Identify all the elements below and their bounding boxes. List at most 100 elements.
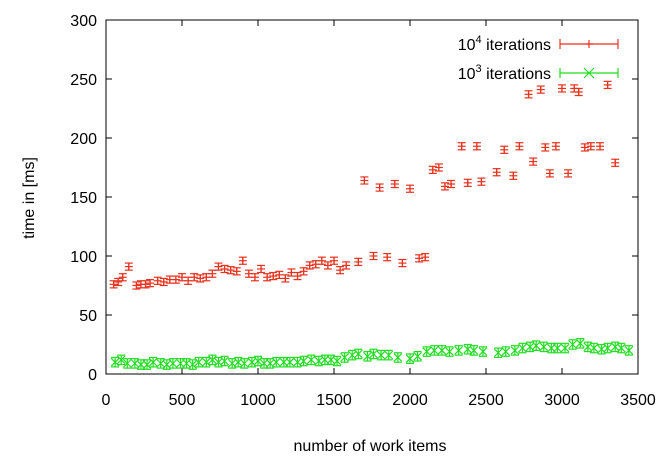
marker-d2 (376, 350, 386, 360)
data-point (305, 261, 314, 270)
data-point (299, 267, 308, 276)
legend-swatch-1 (559, 39, 619, 49)
marker-d2 (422, 347, 432, 357)
data-point (553, 342, 562, 354)
marker-d2 (616, 343, 626, 353)
data-point (421, 253, 430, 262)
data-point (207, 354, 217, 366)
data-point (393, 352, 403, 363)
data-point (293, 271, 302, 281)
marker-d2 (560, 343, 570, 353)
marker-d2 (122, 358, 132, 368)
data-point (142, 359, 152, 370)
data-point (114, 277, 123, 287)
data-point (194, 356, 204, 368)
data-point (437, 345, 447, 356)
marker-d2 (247, 357, 257, 367)
data-point (428, 165, 437, 174)
data-point (493, 347, 503, 359)
data-point (413, 350, 423, 362)
data-point (515, 142, 524, 151)
data-point (454, 345, 464, 356)
marker-d2 (201, 357, 211, 367)
data-point (330, 256, 338, 265)
y-tick-label: 0 (88, 367, 97, 384)
data-point (603, 342, 613, 354)
marker-d2 (575, 338, 585, 348)
data-point (323, 261, 332, 270)
data-point (524, 90, 533, 99)
data-point (390, 179, 399, 189)
data-point (574, 87, 583, 97)
data-point (611, 158, 620, 167)
data-point (306, 354, 316, 366)
data-point (624, 345, 634, 356)
data-point (159, 277, 168, 287)
data-point (116, 354, 126, 366)
data-point (182, 358, 191, 369)
legend: 104 iterations 103 iterations (458, 34, 619, 83)
series-1 (109, 80, 620, 290)
marker-d2 (363, 351, 372, 361)
marker-d2 (384, 350, 394, 360)
x-axis-title: number of work items (294, 438, 447, 455)
data-point (445, 346, 454, 357)
data-point (168, 358, 178, 369)
data-point (568, 339, 578, 350)
data-point (529, 157, 538, 166)
data-point (369, 348, 378, 360)
marker-d2 (553, 343, 562, 353)
data-point (422, 346, 432, 357)
marker-d2 (148, 357, 158, 367)
data-point (124, 262, 133, 271)
data-point (518, 342, 527, 354)
data-point (109, 280, 118, 289)
data-point (539, 341, 549, 353)
data-point (447, 179, 456, 189)
marker-d2 (493, 348, 503, 358)
data-point (239, 358, 249, 369)
data-point (317, 256, 326, 265)
data-point (492, 168, 501, 177)
marker-d2 (501, 347, 511, 357)
x-tick-label: 1000 (240, 392, 276, 409)
marker-d2 (142, 360, 152, 369)
x-tick-label: 2500 (468, 392, 504, 409)
tick-labels: 0 500 1000 1500 2000 2500 3000 3500 0 50 100 150 200… (70, 13, 656, 409)
data-point (342, 261, 351, 270)
marker-d2 (340, 353, 350, 362)
marker-d2 (405, 354, 415, 364)
marker-d2 (353, 349, 363, 359)
data-point (196, 274, 205, 283)
data-point (201, 356, 211, 368)
data-point (141, 280, 150, 289)
legend-base-1: 10 (458, 37, 476, 54)
data-point (375, 183, 384, 192)
data-point (110, 356, 120, 368)
y-tick-label: 250 (70, 72, 97, 89)
data-point (500, 145, 509, 154)
marker-d2 (162, 360, 172, 369)
marker-d2 (314, 356, 324, 366)
data-point (354, 257, 363, 267)
legend-swatches (559, 39, 619, 79)
marker-d2 (369, 349, 378, 359)
data-point (250, 273, 259, 282)
data-point (551, 142, 560, 151)
marker-d2 (568, 340, 578, 349)
x-tick-label: 3500 (620, 392, 656, 409)
marker-d2 (110, 357, 120, 367)
data-point (434, 163, 443, 172)
y-tick-label: 150 (70, 190, 97, 207)
y-tick-label: 200 (70, 131, 97, 148)
marker-d2 (445, 347, 454, 357)
marker-d2 (478, 347, 488, 357)
legend-suffix-1: iterations (482, 37, 551, 54)
data-point (596, 142, 604, 151)
marker-d2 (332, 356, 342, 366)
y-tick-label: 300 (70, 13, 97, 30)
data-point (560, 342, 570, 354)
data-point (171, 275, 180, 284)
data-point (383, 253, 392, 262)
data-point (220, 264, 229, 274)
